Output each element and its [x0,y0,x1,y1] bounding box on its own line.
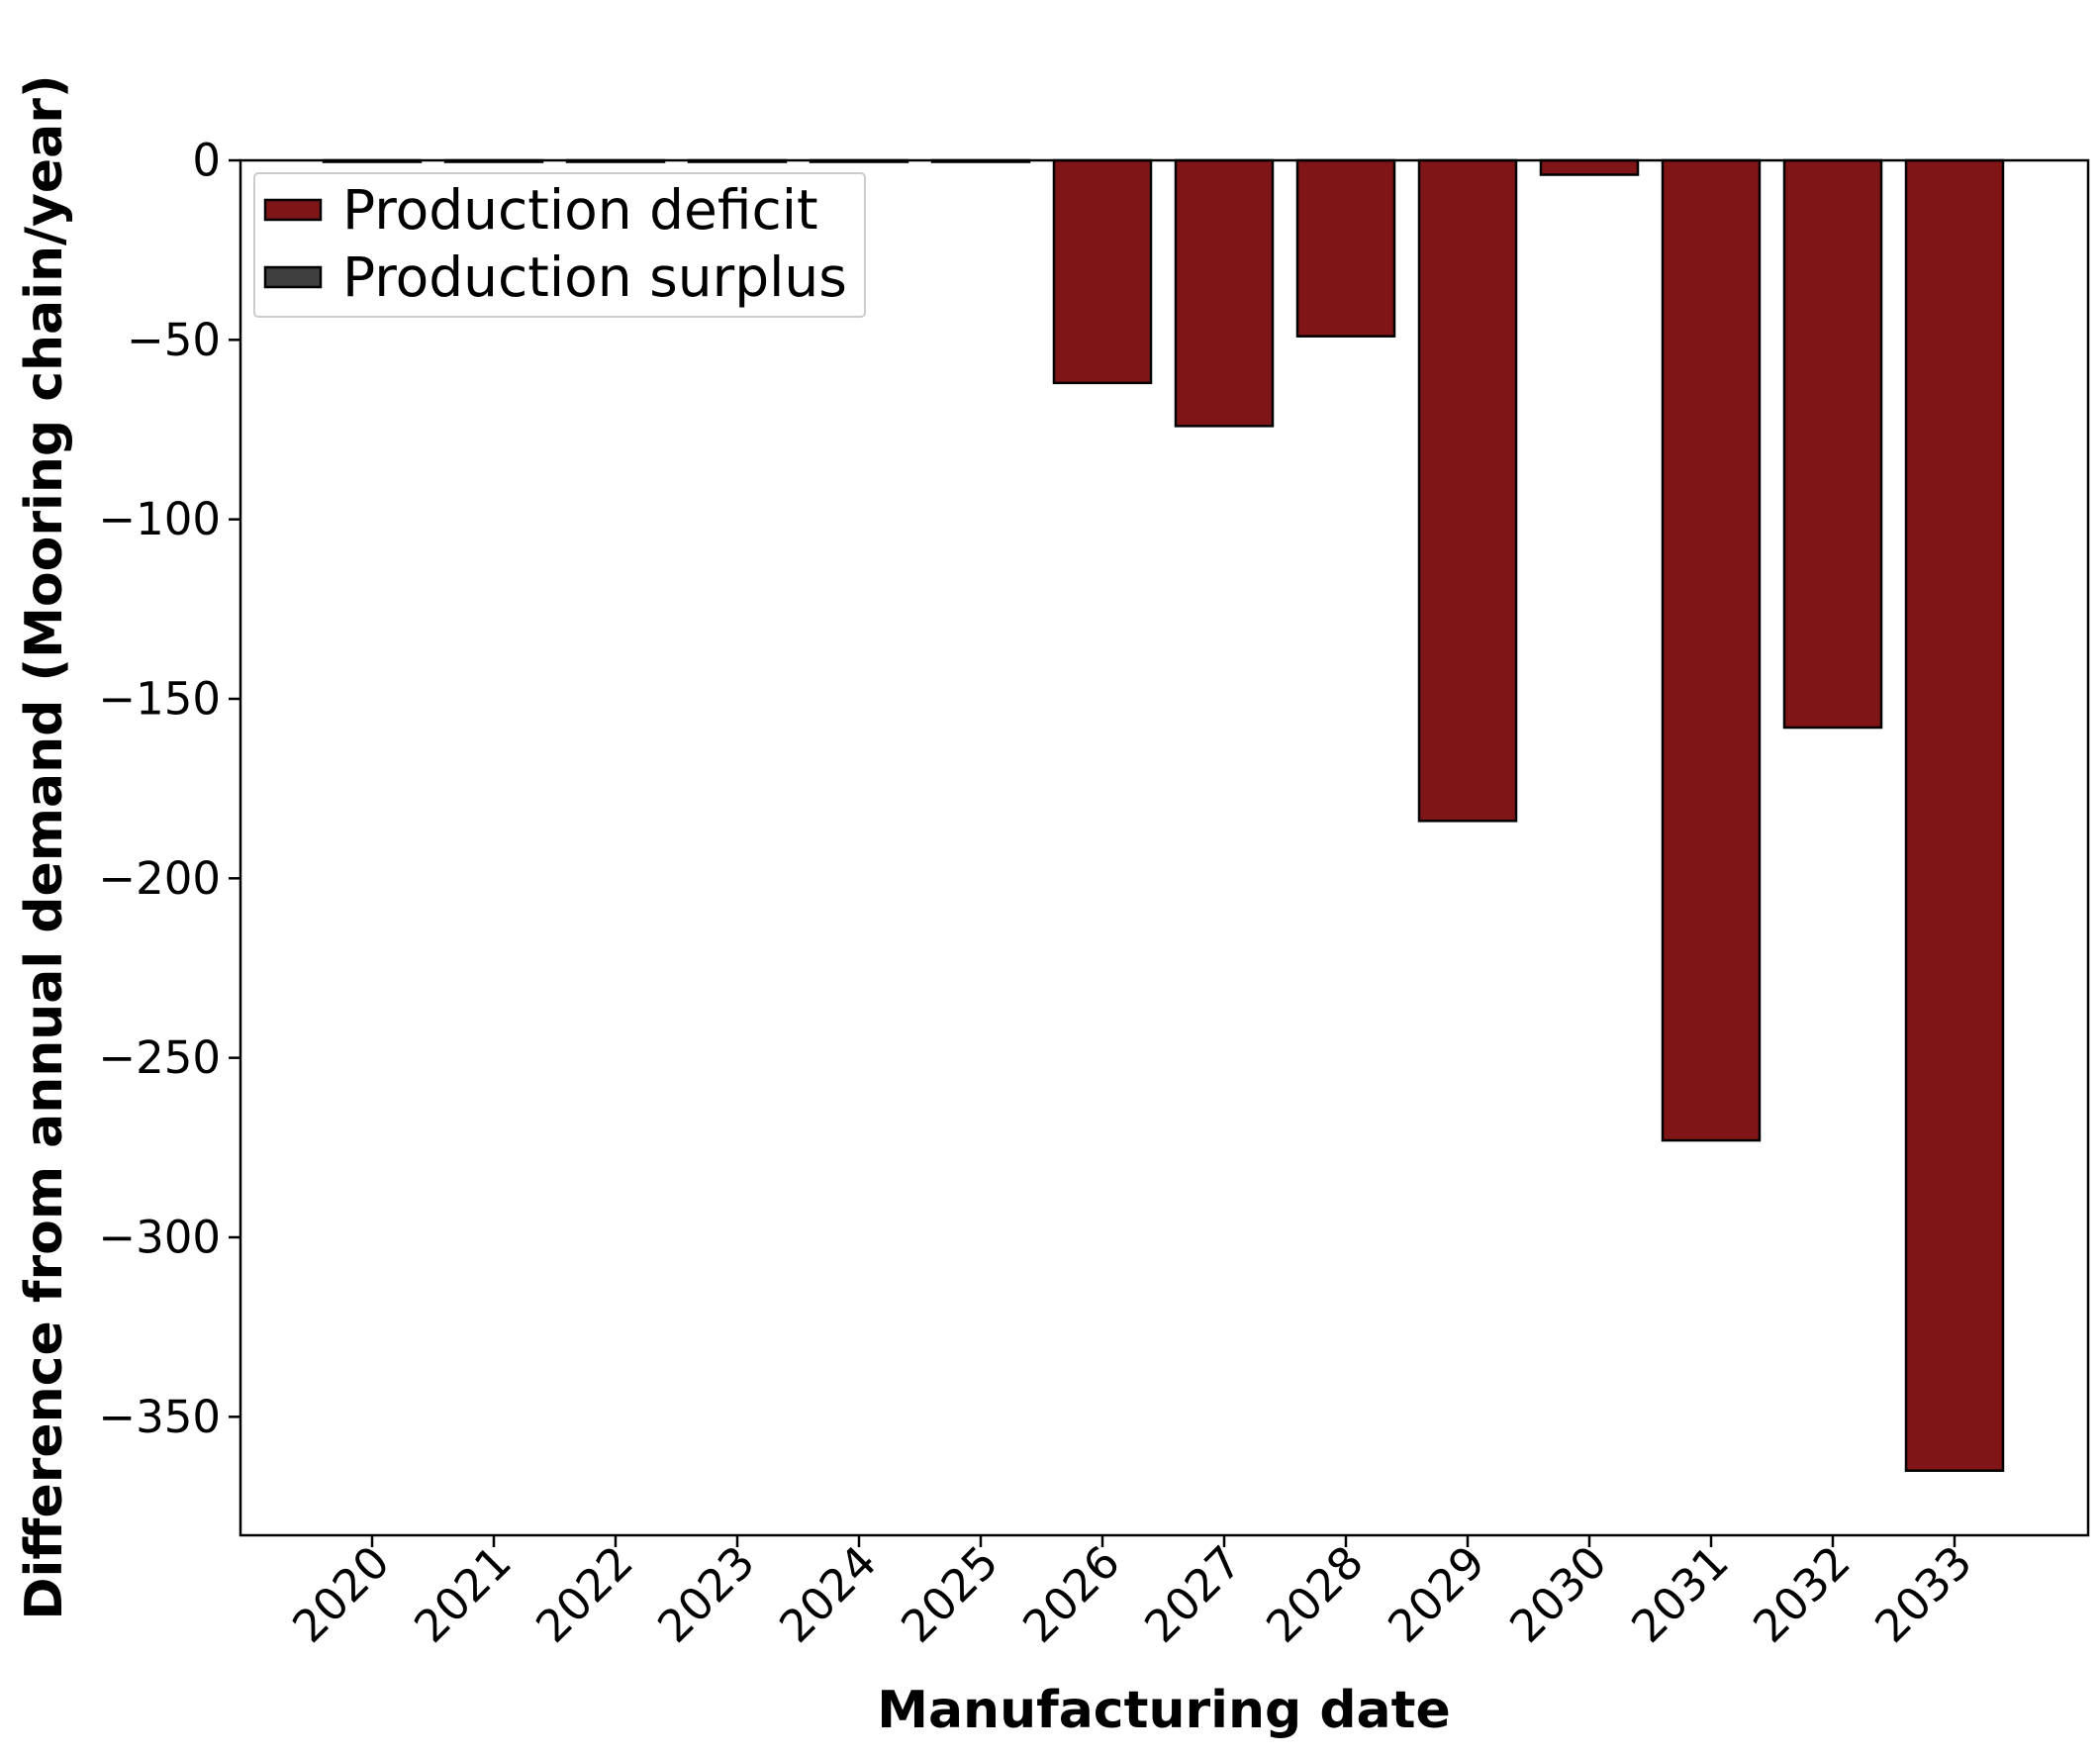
y-tick-label: 0 [192,135,221,187]
plot-frame [239,158,2090,1537]
legend-label: Production surplus [342,245,847,309]
bar-deficit-2026 [1052,158,1153,385]
legend-box [253,172,866,318]
bar-deficit-2027 [1174,158,1275,428]
x-tick-label: 2022 [525,1535,642,1652]
x-tick-label: 2020 [282,1535,399,1652]
x-tick-label: 2033 [1864,1535,1981,1652]
x-tick-label: 2026 [1012,1535,1129,1652]
legend-swatch [263,265,323,289]
x-tick-label: 2029 [1378,1535,1494,1652]
y-tick-label: −300 [98,1211,221,1263]
x-tick-label: 2028 [1256,1535,1373,1652]
bar-deficit-2030 [1539,158,1640,176]
y-tick-label: −50 [127,314,221,366]
bar-deficit-2031 [1661,158,1762,1142]
x-tick-label: 2032 [1743,1535,1860,1652]
y-tick-label: −150 [98,672,221,725]
x-axis-title: Manufacturing date [877,1681,1451,1740]
bar-deficit-2033 [1904,158,2005,1472]
y-axis-title: Difference from annual demand (Mooring c… [15,74,74,1619]
y-axis: 0 −50 −100 −150 −200 −250 −300 −350 [98,135,240,1443]
x-tick-label: 2021 [404,1535,521,1652]
bar-deficit-2028 [1295,158,1396,338]
bar-deficit-2029 [1417,158,1518,823]
y-tick-label: −200 [98,852,221,905]
x-tick-label: 2030 [1499,1535,1616,1652]
y-tick-label: −350 [98,1391,221,1443]
y-tick-label: −100 [98,493,221,545]
x-tick-label: 2023 [647,1535,764,1652]
x-tick-label: 2025 [891,1535,1007,1652]
bars-group [322,158,2005,1472]
y-tick-label: −250 [98,1031,221,1084]
bar-deficit-2032 [1782,158,1883,730]
x-axis: 2020 2021 2022 2023 2024 2025 2026 2027 2028 2029… [282,1535,1982,1653]
x-tick-label: 2027 [1134,1535,1251,1652]
legend-swatch [263,198,323,222]
x-tick-label: 2031 [1621,1535,1738,1652]
x-tick-label: 2024 [769,1535,886,1652]
legend-label: Production deficit [342,178,818,242]
